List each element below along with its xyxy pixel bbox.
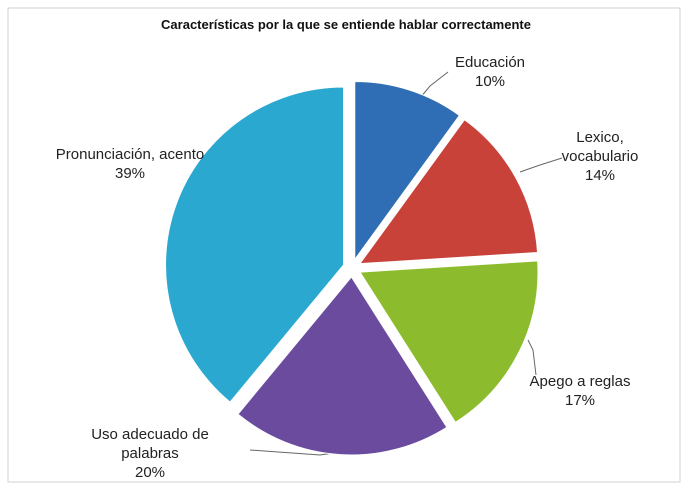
slice-label: Pronunciación, acento	[55, 146, 205, 163]
slice-value-label: 39%	[114, 165, 146, 182]
pie-slice	[359, 260, 539, 424]
leader-line	[519, 157, 563, 173]
slice-value-label: 14%	[584, 167, 616, 184]
slice-value-label: 10%	[474, 73, 506, 90]
slice-label: Uso adecuado de palabras	[91, 426, 209, 462]
slice-label: Educación	[454, 54, 526, 71]
slice-value-label: 17%	[564, 392, 596, 409]
pie-slice	[165, 86, 345, 403]
chart-title: Características por la que se entiende h…	[161, 17, 531, 32]
leader-line	[527, 339, 537, 376]
pie-slice	[237, 276, 448, 456]
slice-label: Lexico, vocabulario	[561, 129, 639, 165]
pie-slice	[354, 80, 461, 261]
leader-line	[419, 71, 449, 99]
slice-value-label: 20%	[134, 464, 166, 481]
slice-label: Apego a reglas	[529, 373, 631, 390]
pie-slice	[358, 118, 539, 265]
